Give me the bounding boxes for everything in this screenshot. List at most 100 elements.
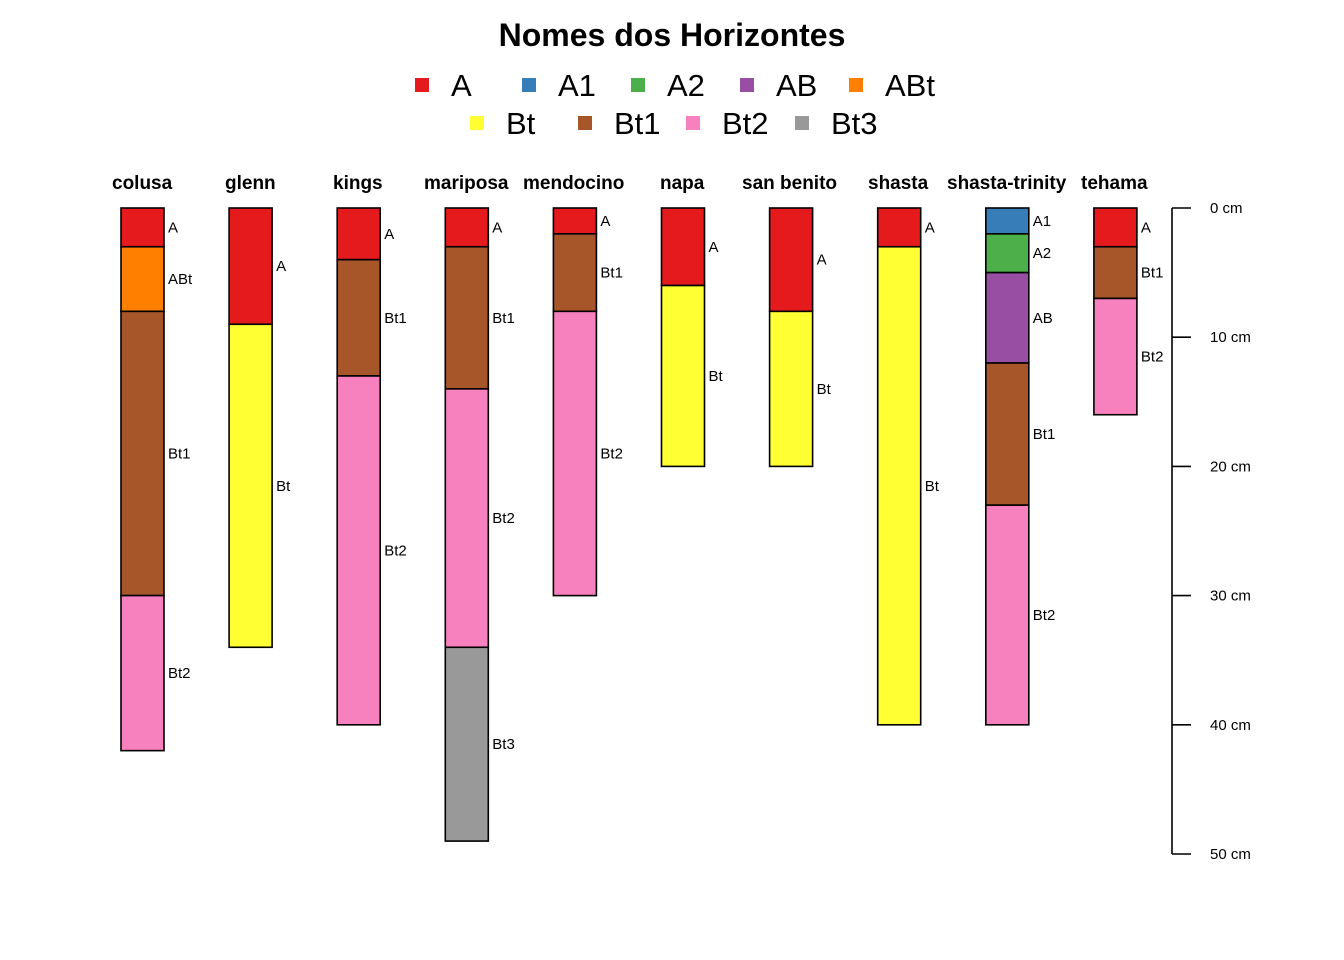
horizon-bt2 (120, 594, 165, 752)
profile-shasta-trinity: shasta-trinity A1 A2 AB Bt1 Bt2 (947, 173, 1067, 726)
horizon-a1 (984, 207, 1030, 235)
horizon-bt1 (444, 245, 490, 390)
depth-tick-label: 20 cm (1210, 458, 1251, 475)
horizon-label: Bt2 (1033, 607, 1056, 624)
horizon-label: A (384, 226, 394, 243)
horizon-label: Bt2 (1141, 349, 1164, 366)
horizon-a (336, 207, 382, 261)
profile-shasta: shasta A Bt (868, 173, 940, 726)
profile-glenn: glenn A Bt (225, 173, 291, 649)
chart-title: Nomes dos Horizontes (499, 17, 846, 53)
horizon-label: A (1141, 219, 1151, 236)
depth-tick-label: 50 cm (1210, 846, 1251, 863)
horizon-label: A (925, 219, 935, 236)
horizon-bt (876, 245, 922, 726)
profile-name: kings (333, 173, 383, 194)
profile-name: san benito (742, 173, 837, 194)
profile-name: colusa (112, 173, 173, 194)
horizon-label: Bt2 (600, 445, 623, 462)
legend-swatch-bt (470, 116, 484, 130)
profile-name: mariposa (424, 173, 509, 194)
horizon-label: Bt1 (1033, 426, 1056, 443)
horizon-label: A (276, 258, 286, 275)
horizon-label: Bt (276, 478, 291, 495)
legend-swatch-abt (849, 78, 863, 92)
legend-label-bt2: Bt2 (722, 106, 769, 141)
depth-tick-label: 10 cm (1210, 329, 1251, 346)
legend-label-bt: Bt (506, 106, 536, 141)
horizon-label: Bt1 (1141, 265, 1164, 282)
profile-colusa: colusa A ABt Bt1 Bt2 (112, 173, 193, 752)
legend-label-abt: ABt (885, 68, 935, 103)
horizon-bt2 (336, 375, 382, 726)
horizon-label: Bt2 (492, 510, 515, 527)
horizon-bt1 (1093, 245, 1138, 300)
legend-swatch-bt2 (686, 116, 700, 130)
legend-swatch-a1 (522, 78, 536, 92)
horizon-label: A2 (1033, 245, 1051, 262)
horizon-bt1 (552, 233, 598, 313)
horizon-a (768, 207, 814, 313)
horizon-label: Bt (817, 381, 832, 398)
profile-napa: napa A Bt (660, 173, 724, 468)
depth-tick-label: 30 cm (1210, 588, 1251, 605)
horizon-bt2 (444, 388, 490, 649)
legend: A A1 A2 AB ABt Bt Bt1 Bt2 Bt3 (415, 68, 935, 141)
depth-tick-label: 0 cm (1210, 200, 1243, 217)
profile-kings: kings A Bt1 Bt2 (333, 173, 407, 726)
horizon-bt (228, 323, 273, 649)
horizon-bt (660, 284, 706, 468)
horizon-a (552, 207, 598, 235)
horizon-label: A (492, 219, 502, 236)
horizon-label: ABt (168, 271, 193, 288)
horizon-ab (984, 271, 1030, 364)
profile-name: tehama (1081, 173, 1148, 194)
horizon-a (444, 207, 490, 248)
horizon-bt2 (984, 504, 1030, 726)
profile-mendocino: mendocino A Bt1 Bt2 (523, 173, 624, 597)
profile-name: shasta (868, 173, 929, 194)
legend-swatch-a (415, 78, 429, 92)
profiles: colusaAABtBt1Bt2glennABtkingsABt1Bt2mari… (112, 173, 1164, 842)
legend-swatch-ab (740, 78, 754, 92)
legend-label-a: A (451, 68, 472, 103)
horizon-label: Bt1 (384, 310, 407, 327)
horizon-label: Bt2 (168, 665, 191, 682)
legend-label-bt1: Bt1 (614, 106, 661, 141)
horizon-label: A (709, 239, 719, 256)
profile-name: napa (660, 173, 705, 194)
legend-swatch-a2 (631, 78, 645, 92)
horizon-bt3 (444, 646, 490, 842)
horizon-a (660, 207, 706, 287)
profile-mariposa: mariposa A Bt1 Bt2 Bt3 (424, 173, 515, 842)
profile-name: glenn (225, 173, 276, 194)
horizon-a (876, 207, 922, 248)
profile-name: shasta-trinity (947, 173, 1067, 194)
horizon-label: Bt (709, 368, 724, 385)
horizon-label: Bt1 (168, 445, 191, 462)
legend-swatch-bt3 (795, 116, 809, 130)
horizon-a2 (984, 233, 1030, 274)
horizon-label: Bt2 (384, 542, 407, 559)
legend-label-a1: A1 (558, 68, 596, 103)
horizon-label: Bt1 (492, 310, 515, 327)
legend-label-a2: A2 (667, 68, 705, 103)
horizon-bt2 (552, 310, 598, 597)
horizon-bt1 (336, 258, 382, 377)
horizon-label: A (168, 219, 178, 236)
horizon-label: A1 (1033, 213, 1051, 230)
horizon-bt (768, 310, 814, 468)
horizon-a (120, 207, 165, 248)
profile-san-benito: san benito A Bt (742, 173, 837, 468)
legend-swatch-bt1 (578, 116, 592, 130)
horizon-label: A (817, 252, 827, 269)
horizon-a (228, 207, 273, 326)
legend-label-ab: AB (776, 68, 817, 103)
horizon-label: AB (1033, 310, 1053, 327)
horizon-bt1 (984, 362, 1030, 506)
horizon-label: A (600, 213, 610, 230)
horizon-abt (120, 245, 165, 313)
depth-tick-label: 40 cm (1210, 717, 1251, 734)
horizon-bt2 (1093, 297, 1138, 416)
